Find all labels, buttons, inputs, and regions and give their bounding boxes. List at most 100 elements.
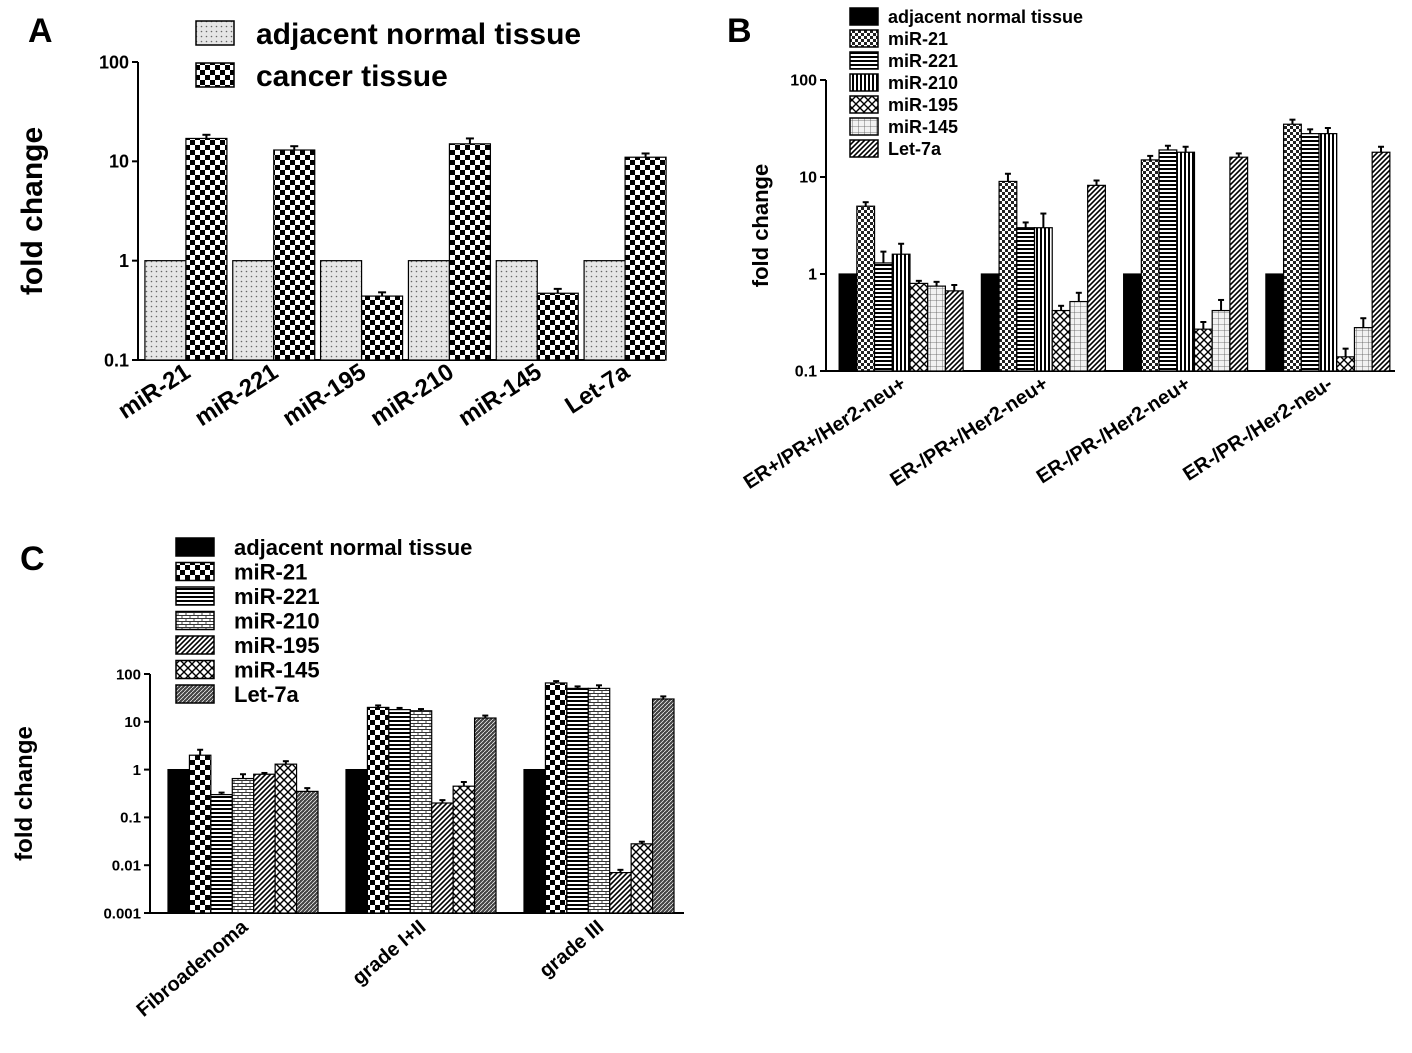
legend-label-b-mir-195: miR-195: [888, 95, 958, 115]
bar-a-mir-195-adjacent-normal-tissue: [319, 260, 363, 361]
bar-c-grade-iii-mir-145: [630, 843, 654, 914]
y-tick-label-a: 10: [109, 152, 129, 172]
legend-label-b-mir-210: miR-210: [888, 73, 958, 93]
bar-b-er-pr-her2-neu-let-7a: [1229, 156, 1249, 372]
bar-b-er-pr-her2-neu-mir-21: [998, 180, 1018, 372]
legend-swatch-c-mir-221: [175, 586, 215, 606]
y-axis-label-b: fold change: [748, 164, 773, 287]
legend-swatch-c-adjacent-normal-tissue: [175, 537, 215, 557]
bar-a-mir-210-adjacent-normal-tissue: [407, 260, 451, 361]
legend-swatch-b-adjacent-normal-tissue: [849, 7, 879, 26]
legend-swatch-c-mir-195: [175, 635, 215, 655]
y-tick-label-c: 0.01: [112, 857, 141, 874]
bar-a-mir-21-cancer-tissue: [185, 137, 228, 361]
y-tick-label-b: 10: [799, 170, 817, 187]
bar-a-mir-145-cancer-tissue: [536, 292, 579, 361]
bar-b-er-pr-her2-neu-mir-221: [1300, 133, 1320, 372]
bar-b-er-pr-her2-neu-mir-221: [873, 262, 893, 372]
y-tick-label-a: 1: [119, 251, 129, 271]
legend-label-a-cancer-tissue: cancer tissue: [256, 60, 448, 93]
legend-swatch-b-mir-195: [849, 95, 879, 114]
panel-label-a: A: [28, 12, 53, 50]
x-tick-label-a-mir-195: miR-195: [278, 358, 371, 431]
bar-a-let-7a-cancer-tissue: [624, 156, 667, 361]
bar-a-mir-195-cancer-tissue: [360, 295, 404, 361]
y-tick-label-b: 1: [808, 267, 817, 284]
x-tick-label-a-mir-210: miR-210: [366, 358, 459, 431]
bar-c-fibroadenoma-mir-210: [231, 777, 255, 914]
bar-a-mir-221-adjacent-normal-tissue: [232, 260, 275, 361]
x-tick-label-c-grade-iii: grade III: [535, 916, 608, 982]
bar-c-fibroadenoma-let-7a: [295, 790, 319, 914]
bar-b-er-pr-her2-neu-mir-21: [1140, 159, 1160, 372]
bar-b-er-pr-her2-neu-adjacent-normal-tissue: [980, 273, 1000, 372]
y-tick-label-a: 0.1: [104, 350, 129, 370]
bar-b-er-pr-her2-neu-mir-195: [1051, 309, 1071, 372]
bar-b-er-pr-her2-neu-mir-145: [1211, 309, 1231, 372]
bar-c-fibroadenoma-mir-145: [274, 763, 298, 914]
y-tick-label-b: 0.1: [795, 364, 817, 381]
bar-b-er-pr-her2-neu-let-7a: [1371, 151, 1391, 372]
x-tick-label-a-mir-221: miR-221: [190, 358, 283, 431]
bar-b-er-pr-her2-neu-adjacent-normal-tissue: [1123, 273, 1142, 372]
y-tick-label-c: 0.001: [103, 905, 141, 922]
chart-panel-c: 0.001 0.01 0.1 1 10 100 fold change Fibroadenom…: [11, 535, 684, 1021]
bar-a-mir-21-adjacent-normal-tissue: [144, 260, 187, 361]
bar-c-grade-iii-mir-210: [587, 687, 611, 914]
x-tick-label-b-er-pr-her2-neu: ER+/PR+/Her2-neu+: [740, 373, 910, 494]
y-tick-label-c: 0.1: [120, 810, 141, 827]
bar-c-grade-iii-adjacent-normal-tissue: [523, 768, 547, 914]
legend-swatch-b-mir-145: [849, 117, 879, 136]
x-tick-label-a-mir-145: miR-145: [454, 358, 547, 431]
bar-c-grade-i-ii-let-7a: [473, 717, 497, 914]
bar-a-mir-221-cancer-tissue: [273, 149, 316, 361]
bar-c-grade-iii-let-7a: [651, 698, 675, 914]
panel-label-b: B: [727, 12, 752, 50]
bar-b-er-pr-her2-neu-mir-210: [891, 253, 911, 372]
bar-b-er-pr-her2-neu-mir-21: [1282, 123, 1302, 372]
legend-label-b-adjacent-normal-tissue: adjacent normal tissue: [888, 7, 1083, 27]
bar-c-grade-i-ii-mir-210: [409, 710, 433, 914]
bar-b-er-pr-her2-neu-adjacent-normal-tissue: [1265, 273, 1285, 372]
bar-b-er-pr-her2-neu-mir-195: [1336, 356, 1356, 372]
legend-label-c-mir-210: miR-210: [234, 608, 320, 633]
legend-label-a-adjacent-normal-tissue: adjacent normal tissue: [256, 18, 581, 51]
bar-c-grade-i-ii-mir-195: [431, 802, 454, 914]
bar-b-er-pr-her2-neu-adjacent-normal-tissue: [838, 273, 858, 372]
bar-a-mir-210-cancer-tissue: [448, 143, 492, 361]
y-tick-label-c: 100: [116, 666, 141, 683]
bar-b-er-pr-her2-neu-mir-221: [1016, 227, 1036, 372]
bar-c-fibroadenoma-adjacent-normal-tissue: [167, 768, 191, 914]
y-axis-label-a: fold change: [16, 127, 49, 295]
legend-swatch-b-let-7a: [849, 139, 879, 158]
legend-label-c-let-7a: Let-7a: [234, 682, 300, 707]
legend-label-b-mir-21: miR-21: [888, 29, 948, 49]
legend-label-c-mir-21: miR-21: [234, 559, 307, 584]
bar-c-grade-iii-mir-195: [609, 872, 632, 914]
legend-label-b-mir-145: miR-145: [888, 117, 958, 137]
legend-label-b-let-7a: Let-7a: [888, 139, 942, 159]
bar-b-er-pr-her2-neu-mir-221: [1158, 149, 1178, 372]
bar-b-er-pr-her2-neu-let-7a: [1087, 184, 1106, 372]
y-tick-label-c: 1: [133, 762, 141, 779]
legend-swatch-c-mir-21: [175, 561, 215, 582]
legend-label-b-mir-221: miR-221: [888, 51, 958, 71]
bar-a-let-7a-adjacent-normal-tissue: [583, 260, 626, 361]
bar-b-er-pr-her2-neu-mir-145: [927, 285, 947, 372]
y-tick-label-a: 100: [99, 52, 129, 72]
bar-b-er-pr-her2-neu-mir-210: [1176, 151, 1196, 372]
x-tick-label-b-er-pr-her2-neu: ER-/PR+/Her2-neu+: [886, 373, 1052, 491]
panel-label-c: C: [20, 540, 45, 578]
bar-b-er-pr-her2-neu-mir-195: [909, 282, 929, 372]
bar-c-grade-i-ii-mir-145: [452, 785, 476, 914]
legend-swatch-a-adjacent-normal-tissue: [195, 20, 235, 46]
bar-b-er-pr-her2-neu-mir-210: [1318, 133, 1338, 372]
y-tick-label-c: 10: [124, 714, 141, 731]
bar-c-grade-i-ii-mir-221: [388, 708, 411, 914]
legend-swatch-b-mir-221: [849, 51, 879, 70]
legend-label-c-mir-145: miR-145: [234, 657, 320, 682]
bar-c-fibroadenoma-mir-195: [253, 773, 276, 914]
legend-swatch-b-mir-21: [849, 29, 879, 48]
